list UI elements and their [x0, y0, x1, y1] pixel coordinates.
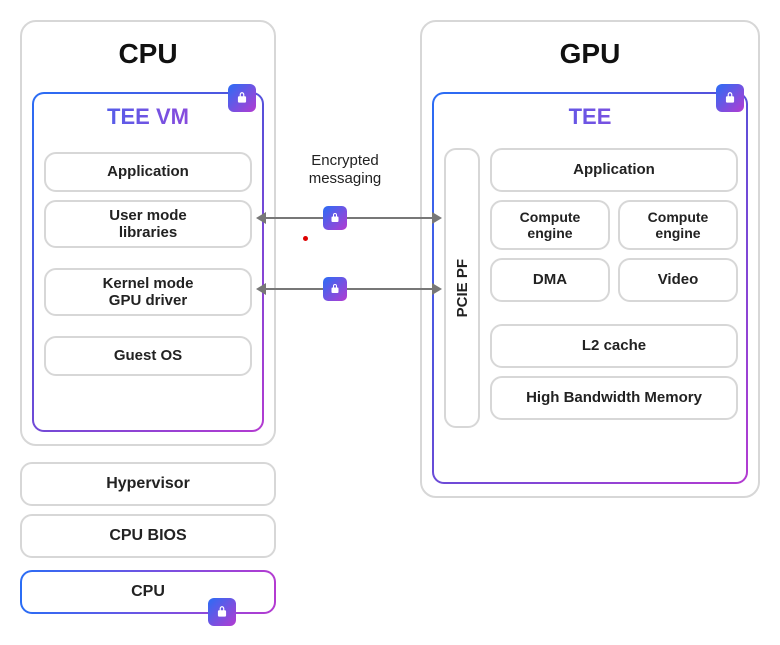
- arrow-1-head-right: [432, 212, 442, 224]
- block-hypervisor: Hypervisor: [20, 462, 276, 506]
- arrow-1-head-left: [256, 212, 266, 224]
- block-dma: DMA: [490, 258, 610, 302]
- lock-icon: [228, 84, 256, 112]
- block-application-gpu: Application: [490, 148, 738, 192]
- arrow-2: [264, 288, 434, 290]
- block-application-cpu: Application: [44, 152, 252, 192]
- block-l2-cache: L2 cache: [490, 324, 738, 368]
- block-kernel-mode-gpu-driver: Kernel mode GPU driver: [44, 268, 252, 316]
- lock-icon: [323, 277, 347, 301]
- arrow-1: [264, 217, 434, 219]
- cpu-panel-title: CPU: [22, 38, 274, 70]
- tee-title: TEE: [434, 104, 746, 130]
- arrow-2-head-right: [432, 283, 442, 295]
- block-compute-engine-1: Compute engine: [490, 200, 610, 250]
- connector-label: Encrypted messaging: [285, 152, 405, 188]
- tee-vm-box: TEE VM: [32, 92, 264, 432]
- block-hbm: High Bandwidth Memory: [490, 376, 738, 420]
- block-compute-engine-2: Compute engine: [618, 200, 738, 250]
- lock-icon: [716, 84, 744, 112]
- architecture-diagram: CPU TEE VM Application User mode librari…: [0, 0, 780, 645]
- block-guest-os: Guest OS: [44, 336, 252, 376]
- gpu-panel-title: GPU: [422, 38, 758, 70]
- block-video: Video: [618, 258, 738, 302]
- red-dot: [303, 236, 308, 241]
- block-pcie-pf: PCIE PF: [444, 148, 480, 428]
- block-user-mode-libraries: User mode libraries: [44, 200, 252, 248]
- block-cpu-hw: CPU: [20, 570, 276, 614]
- block-cpu-bios: CPU BIOS: [20, 514, 276, 558]
- lock-icon: [208, 598, 236, 626]
- arrow-2-head-left: [256, 283, 266, 295]
- lock-icon: [323, 206, 347, 230]
- pcie-pf-label: PCIE PF: [454, 259, 471, 317]
